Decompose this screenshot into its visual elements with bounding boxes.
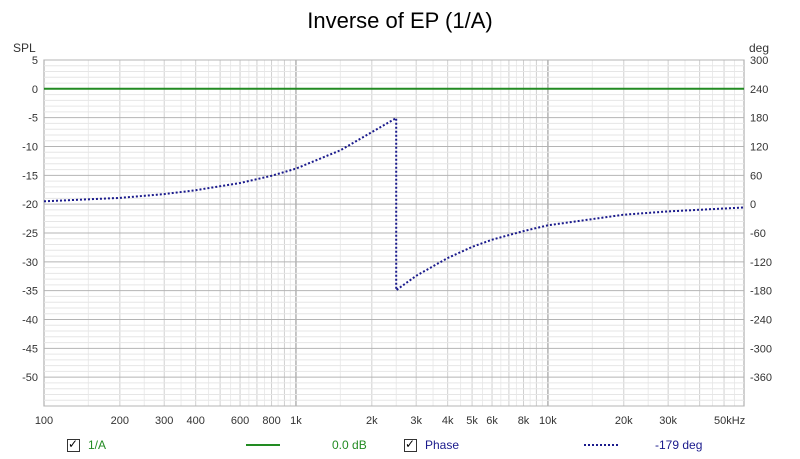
y-axis-right-title: deg xyxy=(749,41,769,55)
y-tick-label-right: -60 xyxy=(750,228,766,240)
y-axis-left-title: SPL xyxy=(13,41,36,55)
y-tick-label-left: -15 xyxy=(22,170,38,182)
x-tick-label: 800 xyxy=(262,415,280,427)
y-tick-label-right: -360 xyxy=(750,372,772,384)
x-tick-label: 5k xyxy=(466,415,478,427)
legend-value-1a-text: 0.0 dB xyxy=(332,438,367,452)
y-tick-label-right: -300 xyxy=(750,343,772,355)
x-tick-label: 400 xyxy=(187,415,205,427)
y-tick-label-left: -10 xyxy=(22,142,38,154)
x-tick-label: 1k xyxy=(290,415,302,427)
y-tick-label-right: 300 xyxy=(750,55,768,67)
legend-sample-1a xyxy=(246,436,290,454)
legend-line-1a xyxy=(246,444,280,446)
y-tick-label-left: -20 xyxy=(22,199,38,211)
y-tick-label-right: 60 xyxy=(750,170,762,182)
legend-item-1a[interactable]: 1/A xyxy=(67,436,106,454)
legend-label-phase: Phase xyxy=(425,438,460,452)
series-line-phase xyxy=(43,116,745,293)
legend-item-phase[interactable]: Phase xyxy=(404,436,459,454)
y-tick-label-right: -180 xyxy=(750,286,772,298)
legend-line-phase xyxy=(584,444,618,446)
y-tick-label-right: 0 xyxy=(750,199,756,211)
y-tick-label-right: -120 xyxy=(750,257,772,269)
y-tick-label-left: -45 xyxy=(22,343,38,355)
legend-value-1a: 0.0 dB xyxy=(332,436,367,454)
checkbox-phase[interactable] xyxy=(404,437,417,452)
y-tick-label-left: -50 xyxy=(22,372,38,384)
y-tick-label-left: -25 xyxy=(22,228,38,240)
x-tick-label: 6k xyxy=(486,415,498,427)
legend-value-phase: -179 deg xyxy=(655,436,702,454)
y-tick-label-right: -240 xyxy=(750,315,772,327)
y-tick-label-left: -40 xyxy=(22,315,38,327)
x-tick-label: 4k xyxy=(442,415,454,427)
x-tick-label: 200 xyxy=(111,415,129,427)
x-tick-label: 300 xyxy=(155,415,173,427)
chart-title: Inverse of EP (1/A) xyxy=(307,8,493,33)
y-tick-label-left: -35 xyxy=(22,286,38,298)
x-tick-label: 8k xyxy=(518,415,530,427)
y-tick-label-left: 5 xyxy=(32,55,38,67)
y-tick-label-left: -5 xyxy=(28,113,38,125)
legend-label-1a: 1/A xyxy=(88,438,107,452)
x-tick-label: 2k xyxy=(366,415,378,427)
y-tick-label-left: -30 xyxy=(22,257,38,269)
checkbox-1a[interactable] xyxy=(67,437,80,452)
x-tick-label: 600 xyxy=(231,415,249,427)
x-tick-label: 20k xyxy=(615,415,633,427)
legend-value-phase-text: -179 deg xyxy=(655,438,703,452)
x-tick-label: 50kHz xyxy=(714,415,745,427)
x-tick-label: 3k xyxy=(410,415,422,427)
y-tick-label-right: 240 xyxy=(750,84,768,96)
y-tick-label-right: 120 xyxy=(750,142,768,154)
legend-sample-phase xyxy=(584,436,628,454)
x-tick-label: 100 xyxy=(35,415,53,427)
y-tick-label-right: 180 xyxy=(750,113,768,125)
y-tick-label-left: 0 xyxy=(32,84,38,96)
x-tick-label: 10k xyxy=(539,415,557,427)
x-tick-label: 30k xyxy=(659,415,677,427)
